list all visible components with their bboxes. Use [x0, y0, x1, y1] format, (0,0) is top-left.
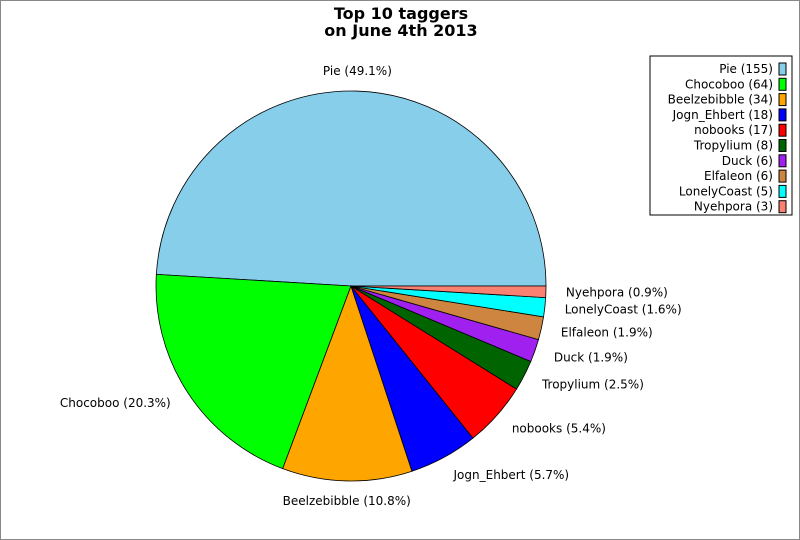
legend-label-nyehpora: Nyehpora (3): [694, 200, 773, 214]
legend-swatch-tropylium: [778, 139, 787, 152]
legend-swatch-jogn_ehbert: [778, 108, 787, 122]
slice-label-pie: Pie (49.1%): [323, 64, 392, 78]
chart-title-line-1: Top 10 taggers: [334, 4, 468, 23]
legend-swatch-beelzebibble: [778, 93, 787, 107]
legend-box: [649, 55, 793, 216]
slice-beelzebibble: [282, 284, 413, 482]
slice-label-tropylium: Tropylium (2.5%): [541, 378, 644, 392]
slice-label-beelzebibble: Beelzebibble (10.8%): [283, 494, 411, 508]
slice-nyehpora: [350, 285, 547, 299]
slice-pie: [155, 90, 547, 287]
slice-label-lonelycoast: LonelyCoast (1.6%): [565, 302, 682, 316]
slice-label-chocoboo: Chocoboo (20.3%): [60, 396, 171, 410]
slice-label-jogn_ehbert: Jogn_Ehbert (5.7%): [453, 468, 570, 482]
legend-label-tropylium: Tropylium (8): [693, 139, 773, 153]
legend-swatch-duck: [778, 154, 787, 168]
legend-swatch-nobooks: [778, 123, 787, 137]
legend-swatch-chocoboo: [778, 77, 787, 91]
legend-label-chocoboo: Chocoboo (64): [685, 77, 773, 91]
legend-label-nobooks: nobooks (17): [694, 123, 773, 137]
slice-label-nyehpora: Nyehpora (0.9%): [566, 285, 668, 299]
slice-label-elfaleon: Elfaleon (1.9%): [561, 326, 653, 340]
legend-swatch-elfaleon: [778, 169, 787, 183]
legend-swatch-nyehpora: [778, 200, 787, 214]
legend-label-elfaleon: Elfaleon (6): [704, 169, 773, 183]
legend-swatch-pie: [778, 62, 787, 76]
slice-label-nobooks: nobooks (5.4%): [512, 422, 606, 436]
legend-label-beelzebibble: Beelzebibble (34): [668, 93, 773, 107]
slice-chocoboo: [155, 273, 352, 470]
legend-label-pie: Pie (155): [719, 62, 773, 76]
legend-swatch-lonelycoast: [778, 184, 787, 198]
legend-label-duck: Duck (6): [722, 154, 773, 168]
slice-label-duck: Duck (1.9%): [554, 350, 628, 364]
legend-label-lonelycoast: LonelyCoast (5): [679, 184, 773, 198]
chart-title-line-2: on June 4th 2013: [324, 21, 477, 40]
legend-label-jogn_ehbert: Jogn_Ehbert (18): [672, 108, 773, 122]
